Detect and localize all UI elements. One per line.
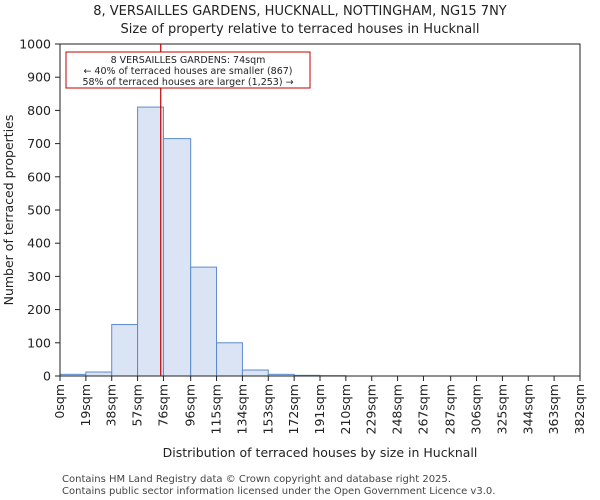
x-tick-label: 248sqm (390, 384, 405, 434)
x-tick-label: 210sqm (338, 384, 353, 434)
y-tick-label: 800 (27, 103, 51, 118)
histogram-bar (190, 266, 218, 377)
x-tick-label: 191sqm (312, 384, 327, 434)
plot-area-frame (59, 43, 581, 377)
y-axis-ticks: 0 100 200 300 400 500 600 700 800 900 1000 (19, 37, 60, 384)
y-tick-label: 100 (27, 335, 51, 350)
x-tick-label: 76sqm (155, 384, 170, 427)
y-tick-label: 600 (27, 169, 51, 184)
y-tick-label: 500 (27, 203, 51, 218)
bars-group (59, 106, 347, 377)
x-tick-label: 344sqm (520, 384, 535, 434)
x-tick-label: 306sqm (469, 384, 484, 434)
x-tick-label: 115sqm (209, 384, 224, 434)
annotation-line-1: 8 VERSAILLES GARDENS: 74sqm (111, 55, 266, 66)
annotation-border (65, 51, 311, 89)
histogram-bar (216, 342, 243, 377)
x-tick-label: 134sqm (234, 384, 249, 434)
y-tick-label: 200 (27, 302, 51, 317)
footer-line-1: Contains HM Land Registry data © Crown c… (62, 474, 451, 485)
histogram-bar (162, 138, 192, 377)
x-axis-label: Distribution of terraced houses by size … (163, 445, 478, 460)
annotation-line-2: ← 40% of terraced houses are smaller (86… (83, 66, 292, 77)
histogram-bar (137, 106, 164, 377)
y-tick-label: 900 (27, 70, 51, 85)
y-axis-label: Number of terraced properties (1, 115, 16, 306)
x-tick-label: 153sqm (260, 384, 275, 434)
chart-title-line-1: 8, VERSAILLES GARDENS, HUCKNALL, NOTTING… (93, 4, 507, 19)
x-tick-label: 38sqm (104, 384, 119, 427)
x-tick-label: 19sqm (78, 384, 93, 427)
annotation-box: 8 VERSAILLES GARDENS: 74sqm ← 40% of ter… (65, 51, 311, 89)
y-tick-label: 700 (27, 136, 51, 151)
x-axis-ticks: 0sqm 19sqm 38sqm 57sqm 76sqm 96sqm 115sqm 134sq… (52, 376, 587, 434)
histogram-bar (85, 371, 113, 377)
y-tick-label: 0 (43, 369, 51, 384)
y-tick-label: 400 (27, 236, 51, 251)
chart-title-line-2: Size of property relative to terraced ho… (121, 22, 480, 37)
x-tick-label: 325sqm (494, 384, 509, 434)
x-tick-label: 363sqm (546, 384, 561, 434)
histogram-bar (111, 324, 139, 377)
x-tick-label: 229sqm (364, 384, 379, 434)
y-tick-label: 300 (27, 269, 51, 284)
x-tick-label: 382sqm (572, 384, 587, 434)
annotation-line-3: 58% of terraced houses are larger (1,253… (82, 77, 293, 88)
x-tick-label: 267sqm (415, 384, 430, 434)
x-tick-label: 0sqm (52, 384, 67, 419)
x-tick-label: 96sqm (183, 384, 198, 427)
x-tick-label: 287sqm (443, 384, 458, 434)
x-tick-label: 172sqm (286, 384, 301, 434)
footer-line-2: Contains public sector information licen… (62, 486, 495, 497)
histogram-bar (241, 369, 269, 377)
x-tick-label: 57sqm (130, 384, 145, 427)
y-tick-label: 1000 (19, 37, 51, 52)
